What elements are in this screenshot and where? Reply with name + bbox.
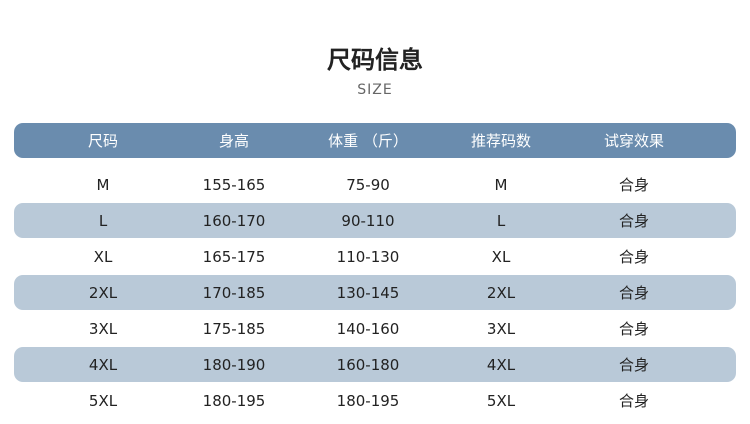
table-cell: 合身	[618, 320, 649, 338]
table-cell: 155-165	[202, 175, 266, 194]
table-cell: 合身	[618, 248, 649, 266]
table-cell: 合身	[618, 356, 649, 374]
table-cell: L	[98, 211, 108, 230]
page-title: 尺码信息	[327, 46, 423, 74]
table-cell: 2XL	[88, 283, 118, 302]
table-cell: XL	[491, 247, 511, 266]
table-cell: 4XL	[486, 355, 516, 374]
table-cell: 4XL	[88, 355, 118, 374]
table-cell: L	[496, 211, 506, 230]
table-cell: 180-195	[202, 391, 266, 410]
table-cell: 合身	[618, 392, 649, 410]
table-cell: 合身	[618, 284, 649, 302]
header-cell: 尺码	[87, 132, 118, 150]
table-cell: 110-130	[336, 247, 400, 266]
table-cell: 5XL	[88, 391, 118, 410]
table-row: XL 165-175 110-130 XL 合身	[14, 239, 736, 274]
table-cell: 90-110	[341, 211, 395, 230]
table-cell: M	[494, 175, 508, 194]
table-cell: XL	[93, 247, 113, 266]
table-row: 4XL 180-190 160-180 4XL 合身	[14, 347, 736, 382]
table-row: 3XL 175-185 140-160 3XL 合身	[14, 311, 736, 346]
table-cell: 170-185	[202, 283, 266, 302]
table-cell: 130-145	[336, 283, 400, 302]
table-cell: M	[96, 175, 110, 194]
table-cell: 合身	[618, 176, 649, 194]
table-cell: 160-170	[202, 211, 266, 230]
table-row: 2XL 170-185 130-145 2XL 合身	[14, 275, 736, 310]
table-row: 5XL 180-195 180-195 5XL 合身	[14, 383, 736, 418]
table-header: 尺码 身高 体重 （斤） 推荐码数 试穿效果	[14, 123, 736, 158]
table-cell: 175-185	[202, 319, 266, 338]
table-cell: 3XL	[486, 319, 516, 338]
table-row: M 155-165 75-90 M 合身	[14, 167, 736, 202]
table-cell: 合身	[618, 212, 649, 230]
header-cell: 试穿效果	[603, 132, 664, 150]
table-cell: 180-195	[336, 391, 400, 410]
table-cell: 160-180	[336, 355, 400, 374]
table-cell: 2XL	[486, 283, 516, 302]
table-cell: 5XL	[486, 391, 516, 410]
header-cell: 体重 （斤）	[328, 132, 408, 150]
header-cell: 推荐码数	[470, 132, 531, 150]
table-cell: 3XL	[88, 319, 118, 338]
page-subtitle: SIZE	[357, 82, 393, 98]
table-cell: 180-190	[202, 355, 266, 374]
table-cell: 75-90	[346, 175, 390, 194]
table-row: L 160-170 90-110 L 合身	[14, 203, 736, 238]
header-cell: 身高	[218, 132, 249, 150]
table-cell: 165-175	[202, 247, 266, 266]
table-cell: 140-160	[336, 319, 400, 338]
